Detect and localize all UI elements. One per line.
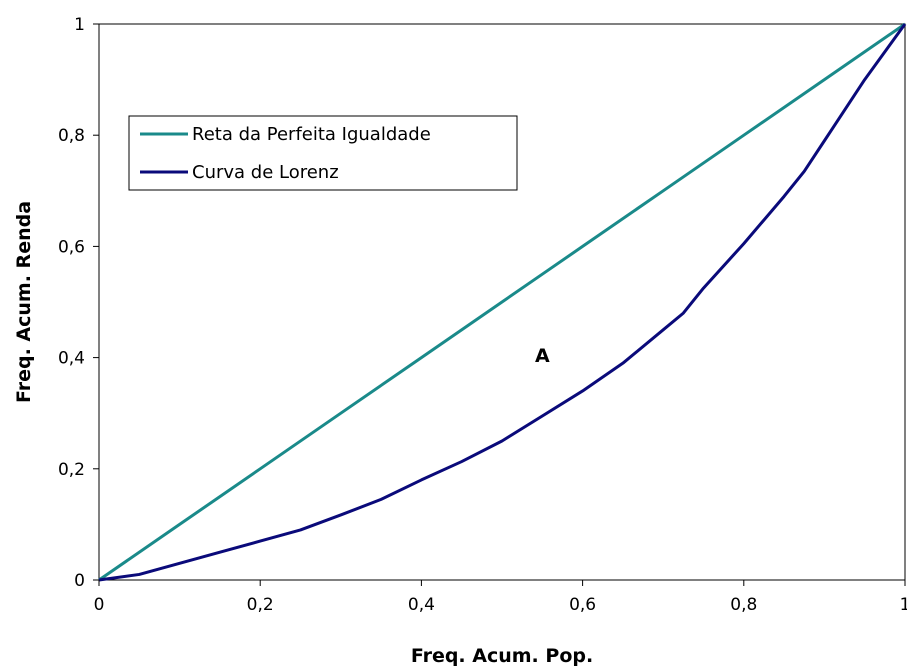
- x-tick-label: 0,8: [730, 595, 757, 615]
- plot-frame: [98, 23, 906, 581]
- x-tick-label: 0,4: [408, 595, 435, 615]
- x-axis-title: Freq. Acum. Pop.: [411, 645, 593, 667]
- annotation-a: A: [535, 345, 550, 367]
- legend-label-igualdade: Reta da Perfeita Igualdade: [192, 124, 431, 145]
- y-tick-label: 0,4: [58, 349, 85, 369]
- x-tick-label: 1: [900, 595, 907, 615]
- x-tick-label: 0,2: [247, 595, 274, 615]
- tick-layer: 0 0,2 0,4 0,6 0,8 1 0 0,2 0,4 0,6 0,8 1: [58, 15, 907, 615]
- legend-box: [128, 115, 518, 191]
- legend: Reta da Perfeita Igualdade Curva de Lore…: [128, 115, 518, 191]
- y-tick-label: 0,8: [58, 126, 85, 146]
- legend-label-lorenz: Curva de Lorenz: [192, 162, 339, 183]
- x-tick-label: 0: [94, 595, 105, 615]
- series-line-igualdade: [98, 22, 906, 582]
- x-tick-label: 0,6: [569, 595, 596, 615]
- y-axis-title: Freq. Acum. Renda: [13, 201, 35, 403]
- y-tick-label: 0,6: [58, 237, 85, 257]
- y-tick-label: 0: [74, 571, 85, 591]
- y-tick-label: 1: [74, 15, 85, 35]
- series-layer: [98, 22, 907, 582]
- y-tick-label: 0,2: [58, 460, 85, 480]
- series-line-lorenz: [98, 23, 907, 582]
